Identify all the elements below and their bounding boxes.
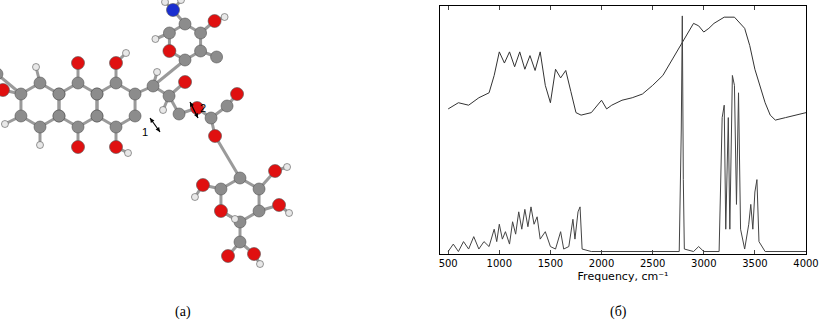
svg-text:2000: 2000 xyxy=(589,258,614,269)
svg-text:1000: 1000 xyxy=(487,258,512,269)
html-text:(a): (a) xyxy=(175,304,191,319)
svg-text:2500: 2500 xyxy=(640,258,665,269)
svg-text:2: 2 xyxy=(200,102,206,114)
svg-text:1: 1 xyxy=(142,126,148,138)
svg-text:4000: 4000 xyxy=(793,258,818,269)
svg-text:1500: 1500 xyxy=(538,258,563,269)
svg-text:Frequency, cm⁻¹: Frequency, cm⁻¹ xyxy=(578,270,669,283)
svg-text:3000: 3000 xyxy=(691,258,716,269)
html-text:(б): (б) xyxy=(610,304,627,319)
svg-text:500: 500 xyxy=(439,258,458,269)
svg-text:3500: 3500 xyxy=(742,258,767,269)
